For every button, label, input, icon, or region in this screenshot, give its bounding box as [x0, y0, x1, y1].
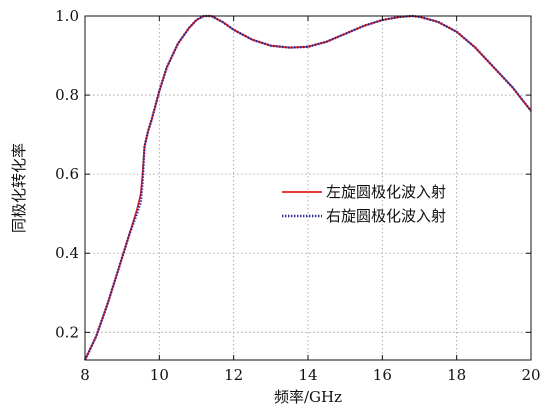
series-layer	[83, 14, 532, 361]
x-tick-label: 16	[373, 366, 392, 384]
legend-label-right-circular: 右旋圆极化波入射	[326, 207, 446, 225]
tick-layer: 8 10 12 14 16 18 20 0.2 0.4 0.6 0.8 1.0	[55, 7, 540, 384]
x-axis-title: 频率/GHz	[274, 388, 342, 406]
y-tick-label: 1.0	[55, 7, 79, 25]
grid-layer	[85, 16, 531, 360]
y-tick-label: 0.6	[55, 165, 79, 183]
x-tick-label: 14	[298, 366, 317, 384]
y-tick-label: 0.2	[55, 323, 79, 341]
x-tick-label: 20	[521, 366, 540, 384]
legend-label-left-circular: 左旋圆极化波入射	[326, 183, 446, 201]
x-tick-label: 8	[80, 366, 90, 384]
y-tick-label: 0.8	[55, 86, 79, 104]
legend: 左旋圆极化波入射 右旋圆极化波入射	[282, 183, 446, 225]
y-tick-label: 0.4	[55, 244, 79, 262]
x-tick-label: 12	[224, 366, 243, 384]
y-axis-title: 同极化转化率	[10, 143, 28, 233]
x-tick-label: 10	[150, 366, 169, 384]
series-line-1	[83, 14, 532, 361]
x-tick-label: 18	[447, 366, 466, 384]
